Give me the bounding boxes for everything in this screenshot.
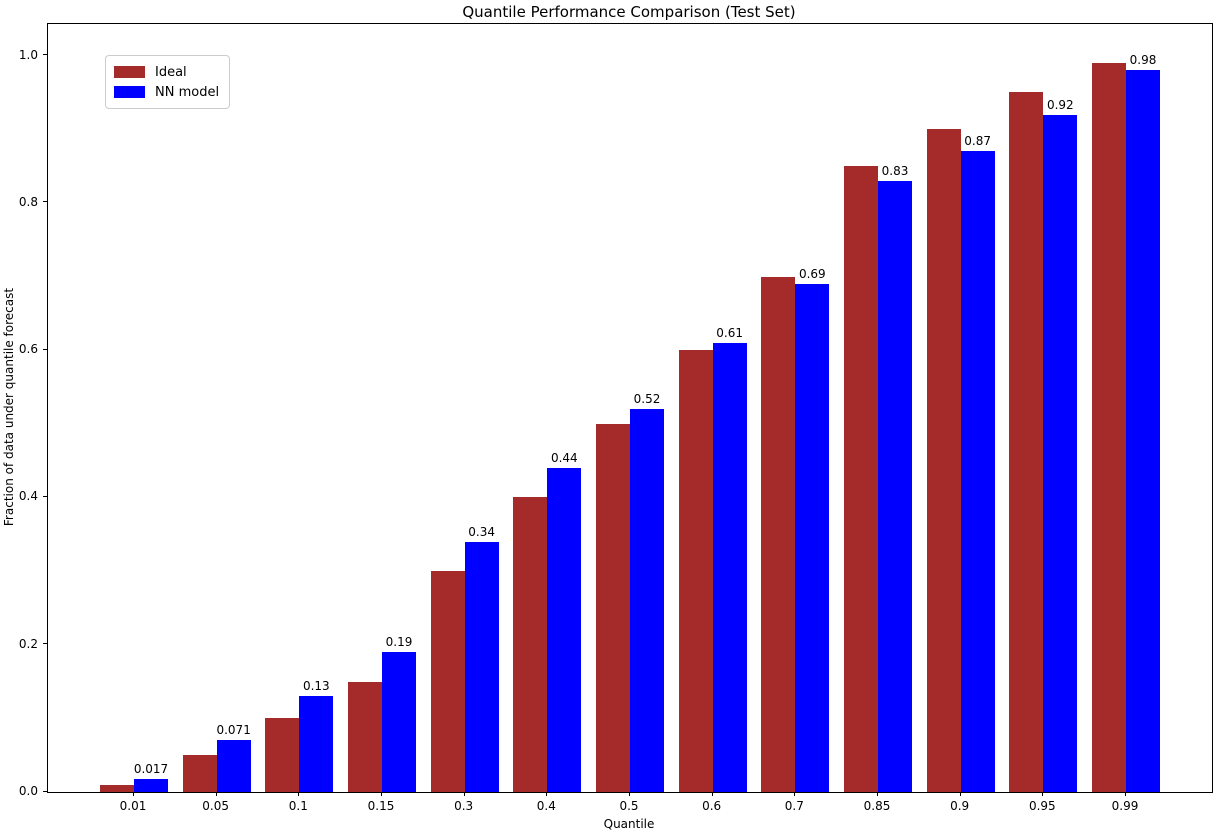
bar-nn-model-0.85 (878, 180, 912, 792)
bar-nn-model-0.4 (547, 468, 582, 792)
chart-title: Quantile Performance Comparison (Test Se… (462, 3, 796, 21)
bar-ideal-0.01 (100, 784, 134, 792)
bar-ideal-0.05 (182, 755, 217, 792)
bar-value-label-0.01: 0.017 (133, 762, 169, 777)
x-tick-mark (1042, 792, 1044, 796)
bar-nn-model-0.9 (960, 151, 995, 792)
bar-nn-model-0.5 (630, 409, 664, 792)
x-tick-label-0.4: 0.4 (536, 799, 556, 813)
bar-ideal-0.9 (926, 129, 961, 792)
x-tick-label-0.99: 0.99 (1111, 799, 1139, 813)
y-tick-label-0.6: 0.6 (18, 342, 38, 357)
x-tick-label-0.01: 0.01 (119, 799, 147, 813)
y-tick-label-0.2: 0.2 (18, 636, 38, 651)
x-tick-label-0.3: 0.3 (454, 799, 474, 813)
bar-ideal-0.5 (596, 423, 630, 792)
y-tick-label-1.0: 1.0 (18, 47, 38, 62)
bar-value-label-0.4: 0.44 (550, 451, 578, 466)
y-tick-mark (43, 495, 47, 497)
x-tick-label-0.6: 0.6 (702, 799, 722, 813)
plot-area: Ideal NN model 0.017 0.071 0.13 0.19 0.34 0.4… (47, 23, 1213, 793)
bar-ideal-0.3 (430, 571, 465, 792)
bar-value-label-0.3: 0.34 (468, 524, 496, 539)
y-tick-mark (43, 790, 47, 792)
x-tick-mark (1125, 792, 1126, 796)
bar-value-label-0.6: 0.61 (716, 325, 744, 340)
bar-value-label-0.05: 0.071 (216, 722, 251, 737)
x-tick-mark (215, 792, 217, 796)
x-tick-label-0.15: 0.15 (367, 799, 395, 813)
bar-value-label-0.15: 0.19 (385, 635, 413, 650)
bar-ideal-0.4 (513, 497, 548, 792)
bar-value-label-0.99: 0.98 (1129, 53, 1157, 68)
bar-ideal-0.95 (1009, 92, 1044, 792)
bar-value-label-0.9: 0.87 (964, 134, 992, 149)
bar-nn-model-0.15 (382, 652, 416, 792)
bar-ideal-0.85 (844, 166, 878, 792)
bar-ideal-0.6 (678, 350, 713, 792)
x-axis-label: Quantile (603, 817, 655, 831)
bar-ideal-0.15 (348, 681, 382, 792)
x-tick-mark (463, 792, 465, 796)
bar-value-label-0.5: 0.52 (633, 392, 661, 407)
x-tick-label-0.85: 0.85 (863, 799, 891, 813)
legend-label-ideal: Ideal (155, 64, 187, 80)
x-tick-mark (298, 792, 300, 796)
bar-ideal-0.7 (761, 276, 796, 792)
x-tick-mark (133, 792, 134, 796)
bar-value-label-0.85: 0.83 (881, 163, 909, 178)
x-tick-mark (794, 792, 796, 796)
bar-ideal-0.99 (1092, 63, 1126, 792)
bar-nn-model-0.6 (712, 342, 747, 792)
x-tick-label-0.7: 0.7 (784, 799, 804, 813)
legend-swatch-ideal-icon (114, 66, 145, 78)
bar-nn-model-0.1 (299, 696, 334, 792)
bar-nn-model-0.01 (134, 779, 168, 792)
x-tick-label-0.1: 0.1 (288, 799, 308, 813)
x-tick-mark (959, 792, 961, 796)
x-tick-mark (877, 792, 878, 796)
bar-value-label-0.95: 0.92 (1046, 97, 1074, 112)
bar-nn-model-0.3 (464, 541, 499, 792)
y-tick-mark (43, 201, 47, 203)
bar-nn-model-0.95 (1043, 114, 1078, 792)
bar-ideal-0.1 (265, 718, 300, 792)
legend-label-nn-model: NN model (155, 84, 220, 100)
y-tick-mark (43, 54, 47, 56)
x-tick-label-0.9: 0.9 (950, 799, 970, 813)
x-tick-mark (546, 792, 548, 796)
y-tick-label-0.8: 0.8 (18, 194, 38, 209)
bar-nn-model-0.05 (216, 739, 251, 792)
x-tick-mark (711, 792, 713, 796)
y-tick-mark (43, 348, 47, 350)
bar-nn-model-0.7 (795, 283, 830, 792)
bar-value-label-0.7: 0.69 (798, 266, 826, 281)
x-tick-label-0.5: 0.5 (619, 799, 639, 813)
legend: Ideal NN model (105, 55, 231, 109)
bar-value-label-0.1: 0.13 (302, 679, 330, 694)
y-tick-label-0.4: 0.4 (18, 489, 38, 504)
x-tick-mark (629, 792, 630, 796)
y-tick-label-0.0: 0.0 (18, 784, 38, 798)
legend-swatch-nn-model-icon (114, 86, 145, 98)
legend-item-ideal: Ideal (114, 62, 219, 82)
x-tick-mark (381, 792, 382, 796)
y-tick-mark (43, 643, 47, 645)
legend-item-nn-model: NN model (114, 82, 219, 102)
x-tick-label-0.95: 0.95 (1028, 799, 1056, 813)
bar-nn-model-0.99 (1126, 70, 1160, 792)
x-tick-label-0.05: 0.05 (202, 799, 230, 813)
